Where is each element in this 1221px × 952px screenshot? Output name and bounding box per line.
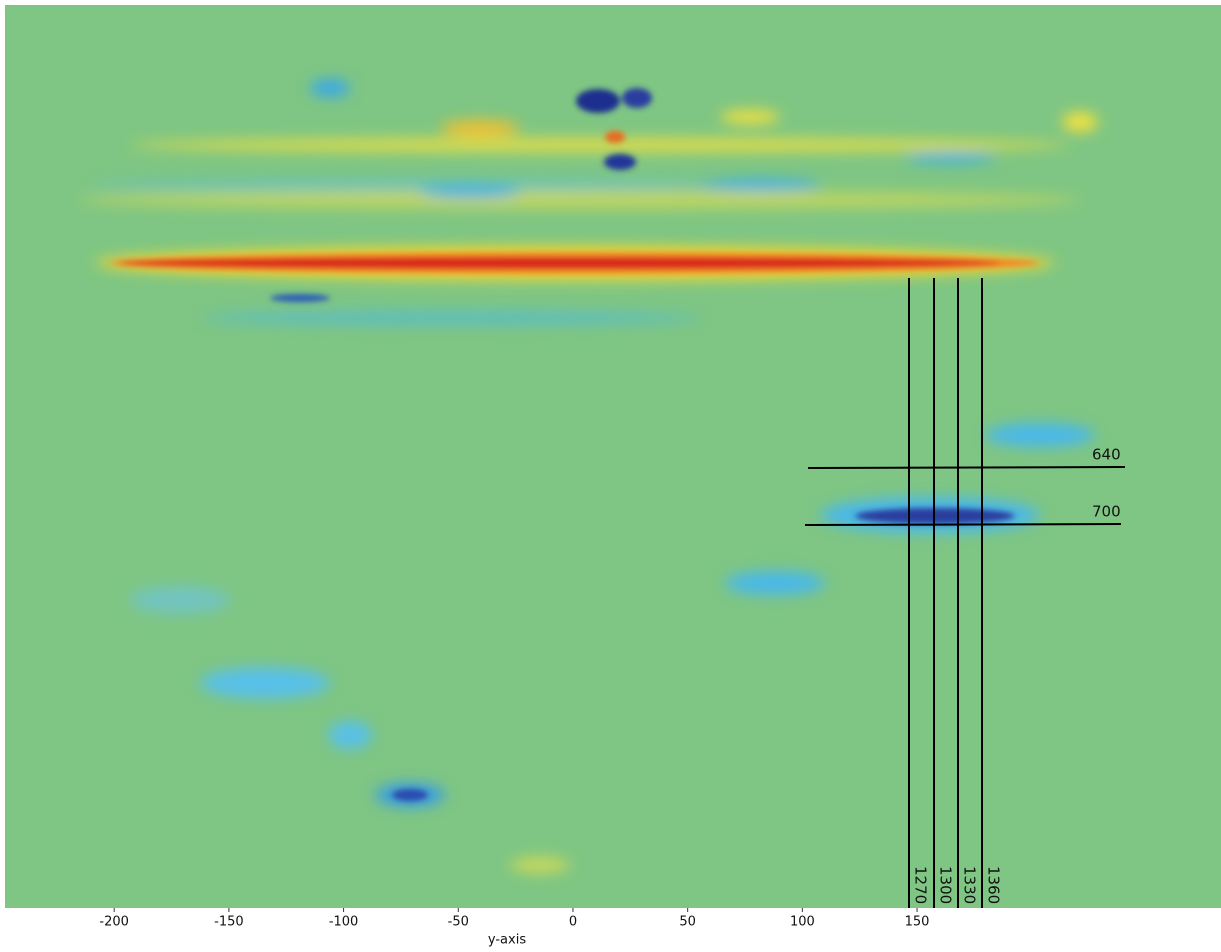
- x-tick-label: 100: [790, 915, 815, 930]
- marker-line: [808, 467, 1125, 468]
- marker-label: 1270: [912, 866, 930, 904]
- marker-line: [805, 524, 1121, 525]
- x-tick-label: 150: [905, 915, 930, 930]
- marker-label: 1330: [961, 866, 979, 904]
- marker-label: 640: [1092, 446, 1121, 464]
- x-tick-label: -100: [329, 915, 359, 930]
- x-tick-label: 0: [569, 915, 577, 930]
- x-axis-label: y-axis: [488, 933, 526, 948]
- marker-label: 1300: [937, 866, 955, 904]
- chart: y-axis -200 -150 -100 -50 0 50 100 150 1270 1300 1…: [0, 0, 1221, 952]
- marker-label: 700: [1092, 503, 1121, 521]
- x-tick-label: -150: [214, 915, 244, 930]
- x-tick-label: -50: [448, 915, 469, 930]
- x-tick-label: 50: [679, 915, 696, 930]
- marker-label: 1360: [985, 866, 1003, 904]
- x-tick-label: -200: [99, 915, 129, 930]
- heatmap-field: [5, 5, 1221, 908]
